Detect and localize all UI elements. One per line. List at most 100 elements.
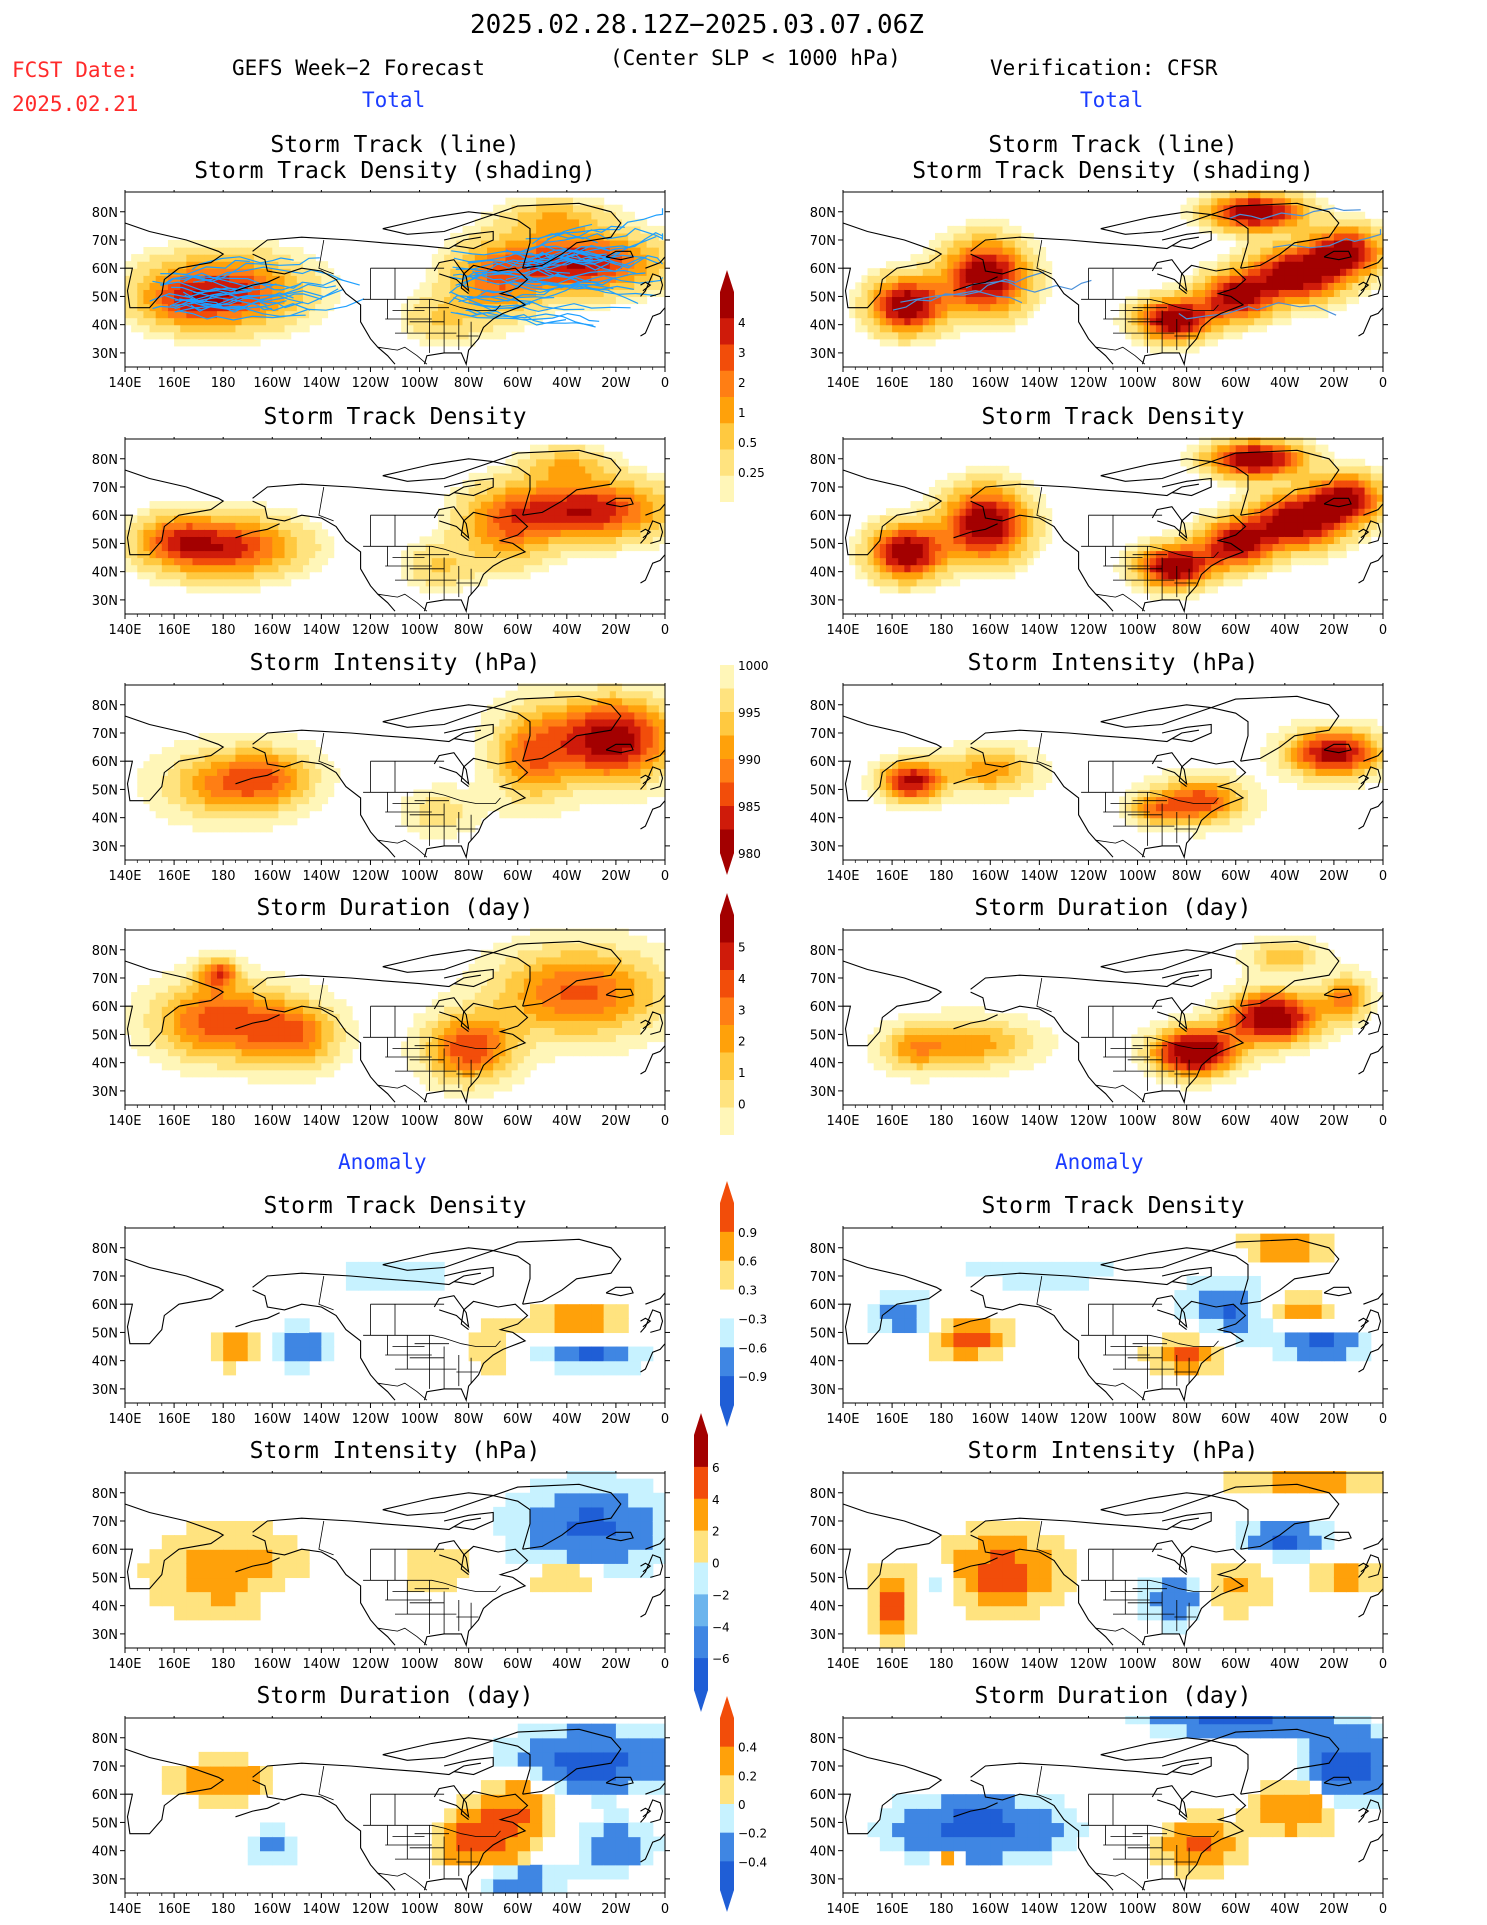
field-cell bbox=[984, 536, 991, 545]
field-cell bbox=[1290, 275, 1298, 283]
field-cell bbox=[155, 775, 163, 783]
field-cell bbox=[1027, 529, 1034, 537]
field-cell bbox=[204, 817, 212, 826]
field-cell bbox=[953, 254, 961, 262]
field-cell bbox=[223, 740, 230, 748]
field-cell bbox=[309, 296, 316, 305]
field-cell bbox=[309, 550, 316, 559]
field-cell bbox=[217, 261, 224, 269]
field-cell bbox=[149, 529, 157, 537]
field-cell bbox=[536, 232, 543, 241]
field-cell bbox=[444, 261, 451, 269]
field-cell bbox=[928, 564, 936, 573]
field-cell bbox=[622, 479, 629, 488]
field-cell bbox=[1205, 585, 1212, 594]
field-cell bbox=[143, 508, 151, 516]
field-cell bbox=[1205, 310, 1212, 319]
field-cell bbox=[597, 472, 605, 481]
field-cell bbox=[487, 479, 494, 488]
field-cell bbox=[296, 543, 304, 552]
field-cell bbox=[1248, 282, 1255, 290]
field-cell bbox=[658, 522, 666, 530]
field-cell bbox=[652, 536, 660, 545]
field-cell bbox=[916, 543, 924, 552]
field-cell bbox=[548, 479, 556, 488]
field-cell bbox=[1241, 444, 1249, 453]
field-cell bbox=[487, 232, 494, 241]
field-cell bbox=[1297, 543, 1304, 552]
field-cell bbox=[137, 543, 145, 552]
field-cell bbox=[493, 557, 500, 566]
field-cell bbox=[947, 282, 955, 290]
field-cell bbox=[487, 296, 494, 305]
field-cell bbox=[916, 536, 924, 545]
field-cell bbox=[437, 543, 445, 552]
field-cell bbox=[879, 515, 887, 523]
field-cell bbox=[1278, 317, 1286, 326]
field-cell bbox=[309, 310, 316, 319]
field-cell bbox=[1248, 324, 1255, 333]
field-cell bbox=[1376, 275, 1384, 283]
field-cell bbox=[1376, 247, 1384, 255]
field-cell bbox=[873, 303, 881, 312]
field-cell bbox=[873, 275, 881, 283]
field-cell bbox=[253, 557, 261, 566]
field-cell bbox=[241, 761, 249, 769]
field-cell bbox=[450, 564, 457, 573]
field-cell bbox=[652, 529, 660, 537]
field-cell bbox=[480, 578, 488, 587]
field-cell bbox=[1327, 296, 1335, 305]
field-cell bbox=[646, 543, 654, 552]
field-cell bbox=[1014, 536, 1022, 545]
field-cell bbox=[401, 303, 408, 312]
field-cell bbox=[155, 810, 163, 819]
field-cell bbox=[1027, 501, 1034, 509]
field-cell bbox=[910, 338, 918, 347]
field-cell bbox=[401, 317, 408, 326]
field-cell bbox=[646, 515, 654, 523]
field-cell bbox=[1290, 254, 1298, 262]
field-cell bbox=[1260, 324, 1268, 333]
field-cell bbox=[253, 732, 261, 741]
field-cell bbox=[241, 782, 249, 791]
field-cell bbox=[1284, 515, 1292, 523]
field-cell bbox=[591, 529, 599, 537]
field-cell bbox=[284, 324, 292, 333]
field-cell bbox=[1254, 486, 1261, 495]
storm-track-line bbox=[455, 270, 578, 286]
field-cell bbox=[1260, 564, 1268, 573]
field-cell bbox=[174, 508, 181, 516]
field-cell bbox=[462, 324, 470, 333]
title-track-line-right: Storm Track (line) bbox=[988, 132, 1238, 158]
field-cell bbox=[861, 536, 869, 545]
field-cell bbox=[1254, 261, 1261, 269]
field-cell bbox=[174, 289, 181, 298]
field-cell bbox=[922, 578, 930, 587]
field-cell bbox=[922, 268, 930, 276]
field-cell bbox=[1266, 536, 1274, 545]
coastline bbox=[1151, 506, 1188, 540]
field-cell bbox=[210, 261, 218, 269]
field-cell bbox=[947, 501, 955, 509]
field-cell bbox=[186, 247, 194, 255]
field-cell bbox=[597, 494, 605, 502]
field-cell bbox=[898, 557, 905, 566]
field-cell bbox=[560, 197, 568, 206]
field-cell bbox=[217, 529, 224, 537]
field-cell bbox=[204, 501, 212, 509]
field-cell bbox=[192, 268, 200, 276]
field-cell bbox=[1248, 254, 1255, 262]
field-cell bbox=[1186, 324, 1194, 333]
field-cell bbox=[1248, 247, 1255, 255]
field-cell bbox=[204, 578, 212, 587]
field-cell bbox=[174, 338, 181, 347]
field-cell bbox=[198, 775, 206, 783]
field-cell bbox=[167, 571, 175, 580]
field-cell bbox=[186, 817, 194, 826]
field-cell bbox=[597, 197, 605, 206]
field-cell bbox=[1290, 479, 1298, 488]
field-cell bbox=[260, 557, 267, 566]
field-cell bbox=[1229, 494, 1237, 502]
field-cell bbox=[566, 522, 574, 530]
field-cell bbox=[511, 486, 519, 495]
